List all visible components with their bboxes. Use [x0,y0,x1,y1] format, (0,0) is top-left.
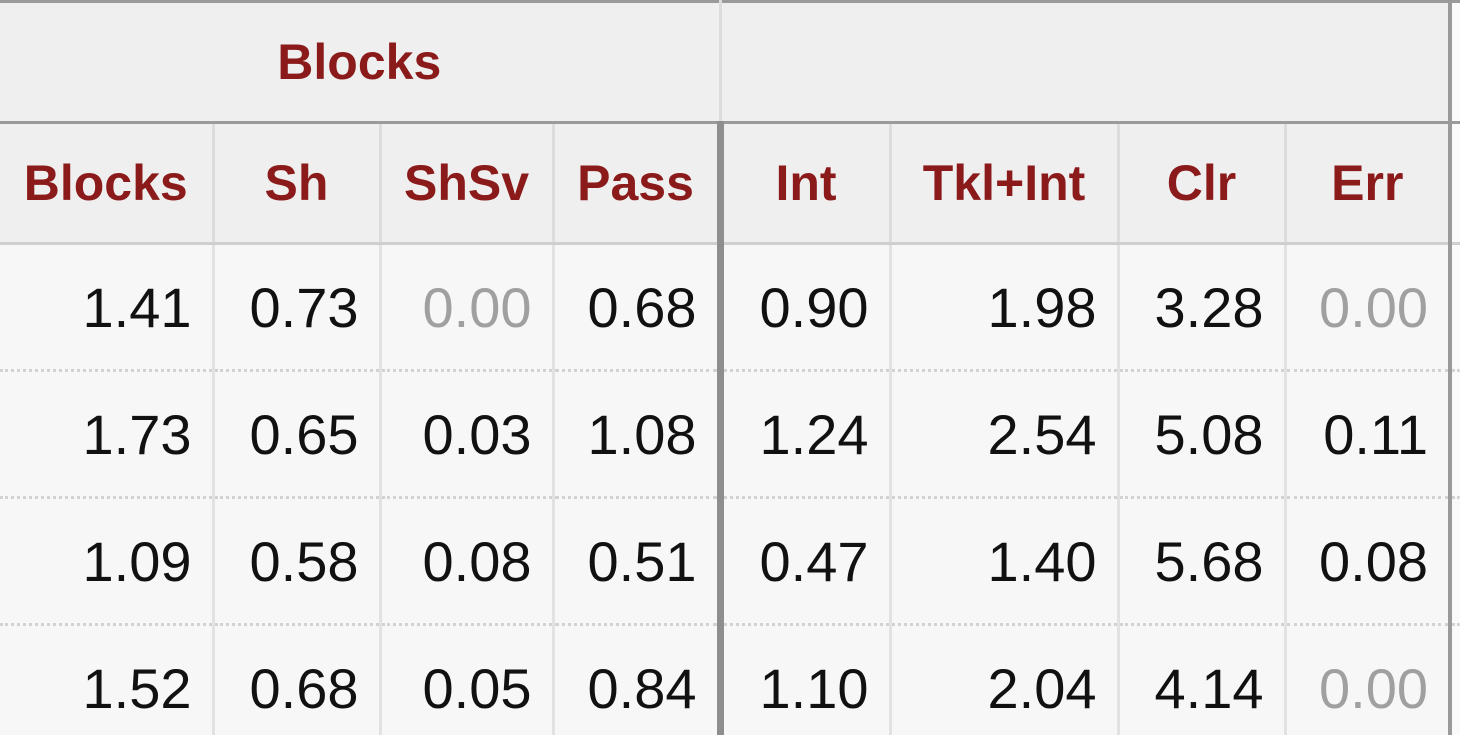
table-cell: 5.08 [1118,370,1287,499]
table-cell: 2.54 [890,370,1120,499]
table-cell: 0.00 [1285,243,1452,372]
edge [1448,624,1460,735]
column-header: Int [716,122,892,245]
table-cell: 0.47 [716,497,892,626]
column-header: Tkl+Int [890,122,1120,245]
table-cell: 0.84 [553,624,722,735]
table-cell: 0.05 [380,624,555,735]
column-header: Clr [1118,122,1287,245]
column-header: Err [1285,122,1452,245]
group-header: Blocks [0,0,722,124]
edge [1448,122,1460,245]
table-cell: 0.11 [1285,370,1452,499]
table-cell: 4.14 [1118,624,1287,735]
edge [1448,497,1460,626]
table-row: 1.52 0.68 0.05 0.84 1.10 2.04 4.14 0.00 [0,624,1460,735]
table-cell: 3.28 [1118,243,1287,372]
column-header: Sh [213,122,382,245]
table-cell: 0.68 [213,624,382,735]
table-cell: 0.73 [213,243,382,372]
table-cell: 0.08 [380,497,555,626]
column-header: Pass [553,122,722,245]
table-cell: 0.90 [716,243,892,372]
table-row: 1.09 0.58 0.08 0.51 0.47 1.40 5.68 0.08 [0,497,1460,626]
table-cell: 1.09 [0,497,215,626]
table-cell: 1.40 [890,497,1120,626]
table-cell: 1.08 [553,370,722,499]
table-cell: 0.03 [380,370,555,499]
column-header: Blocks [0,122,215,245]
table-row: 1.73 0.65 0.03 1.08 1.24 2.54 5.08 0.11 [0,370,1460,499]
table-cell: 0.58 [213,497,382,626]
table-cell: 0.00 [380,243,555,372]
table-body: 1.41 0.73 0.00 0.68 0.90 1.98 3.28 0.00 1.73 0.65… [0,243,1460,735]
table-cell: 1.10 [716,624,892,735]
edge [1448,243,1460,372]
table-cell: 0.68 [553,243,722,372]
table-cell: 1.24 [716,370,892,499]
table-cell: 0.00 [1285,624,1452,735]
table-cell: 2.04 [890,624,1120,735]
table-cell: 0.08 [1285,497,1452,626]
table-cell: 0.51 [553,497,722,626]
table-cell: 1.52 [0,624,215,735]
table-cell: 1.98 [890,243,1120,372]
edge [1448,370,1460,499]
group-header-empty [720,0,1451,124]
table-row: 1.41 0.73 0.00 0.68 0.90 1.98 3.28 0.00 [0,243,1460,372]
column-header: ShSv [380,122,555,245]
edge [1448,0,1460,124]
table-cell: 1.73 [0,370,215,499]
table-cell: 1.41 [0,243,215,372]
column-header-row: Blocks Sh ShSv Pass Int Tkl+Int Clr Err [0,122,1460,245]
group-header-row: Blocks [0,0,1460,124]
table-cell: 5.68 [1118,497,1287,626]
table-cell: 0.65 [213,370,382,499]
